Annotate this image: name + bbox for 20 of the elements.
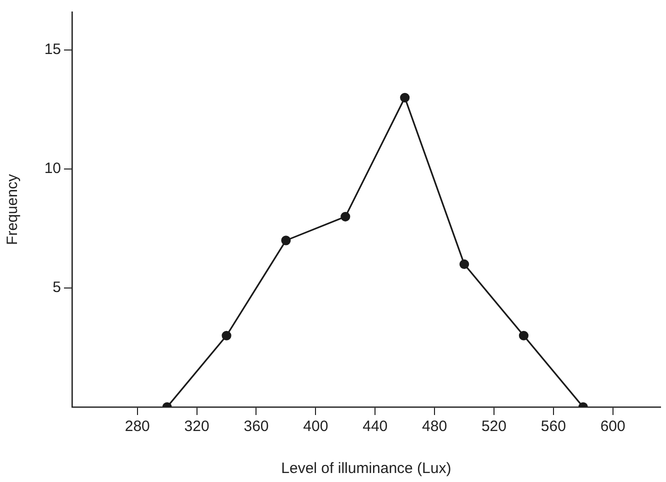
x-axis-title: Level of illuminance (Lux): [281, 460, 452, 478]
x-tick-label: 440: [362, 418, 388, 436]
x-tick-label: 600: [600, 418, 626, 436]
point: [518, 330, 528, 340]
y-axis-title: Frequency: [4, 174, 22, 245]
point: [400, 92, 410, 102]
y-tick-label: 10: [44, 160, 61, 178]
x-tick-label: 560: [540, 418, 566, 436]
y-tick-label: 15: [44, 41, 61, 58]
x-tick-label: 360: [244, 418, 269, 436]
point: [459, 259, 470, 270]
y-tick-label: 5: [52, 279, 61, 296]
x-tick-label: 520: [481, 418, 506, 436]
x-tick-label: 400: [303, 418, 328, 436]
x-tick-label: 480: [422, 418, 448, 436]
point: [340, 212, 350, 222]
x-tick-label: 280: [124, 418, 150, 436]
x-tick-label: 320: [184, 418, 210, 436]
point: [222, 330, 232, 340]
point: [281, 236, 291, 246]
